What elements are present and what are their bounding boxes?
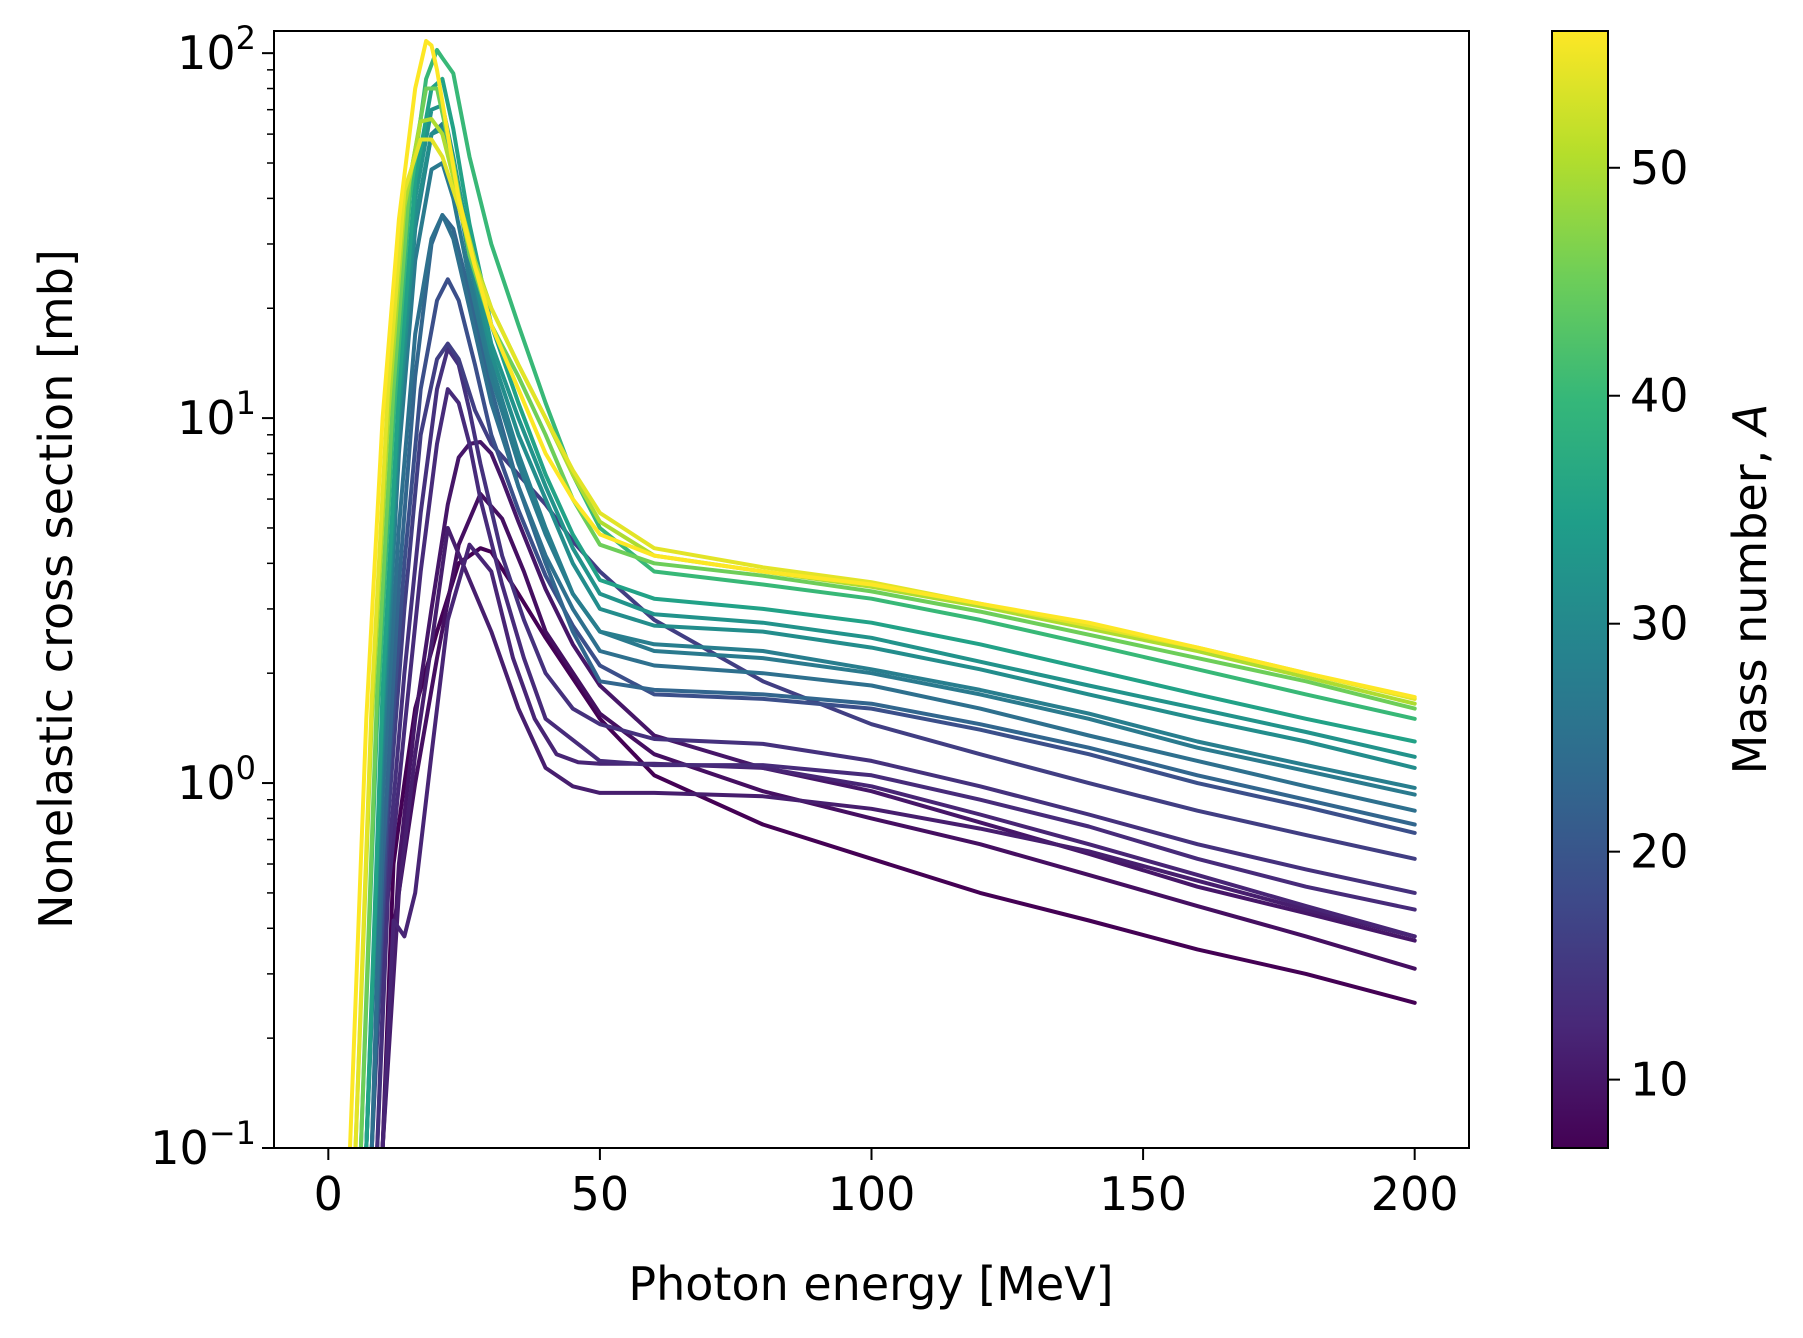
series-line-3 <box>380 526 1417 1148</box>
series-line-7 <box>369 341 1417 1148</box>
series-line-14 <box>364 103 1417 1148</box>
y-tick-label: 100 <box>177 749 256 810</box>
series-line-10 <box>369 213 1417 1148</box>
x-tick-label: 0 <box>314 1167 343 1221</box>
series-line-5 <box>375 387 1417 1148</box>
y-tick-label: 10−1 <box>150 1114 256 1175</box>
y-axis-label: Nonelastic cross section [mb] <box>29 249 83 929</box>
colorbar <box>1551 30 1609 1149</box>
series-line-6 <box>375 346 1417 1148</box>
colorbar-tick-label: 30 <box>1630 597 1689 651</box>
series-line-9 <box>369 213 1417 1148</box>
series-line-1 <box>380 491 1417 1148</box>
x-tick-label: 150 <box>1099 1167 1187 1221</box>
colorbar-tick-label: 20 <box>1630 825 1689 879</box>
y-axis-ticks: 10−1 100 101 102 <box>150 19 274 1175</box>
x-tick-label: 100 <box>828 1167 916 1221</box>
series-lines <box>348 39 1417 1148</box>
y-tick-label: 102 <box>177 19 256 80</box>
colorbar-tick-label: 50 <box>1630 141 1689 195</box>
colorbar-label: Mass number, A <box>1723 404 1777 775</box>
y-tick-label: 101 <box>177 384 256 445</box>
x-tick-label: 50 <box>571 1167 630 1221</box>
colorbar-tick-label: 40 <box>1630 369 1689 423</box>
series-line-15 <box>364 76 1417 1148</box>
series-line-4 <box>380 542 1417 1148</box>
series-line-8 <box>369 277 1417 1148</box>
colorbar-ticks: 10 20 30 40 50 <box>1608 141 1689 1107</box>
series-line-20 <box>348 39 1417 1148</box>
colorbar-tick-label: 10 <box>1630 1053 1689 1107</box>
x-axis-ticks: 0 50 100 150 200 <box>314 1148 1459 1221</box>
series-line-11 <box>364 161 1417 1148</box>
x-axis-label: Photon energy [MeV] <box>628 1257 1113 1311</box>
x-tick-label: 200 <box>1371 1167 1459 1221</box>
series-line-13 <box>364 126 1417 1148</box>
